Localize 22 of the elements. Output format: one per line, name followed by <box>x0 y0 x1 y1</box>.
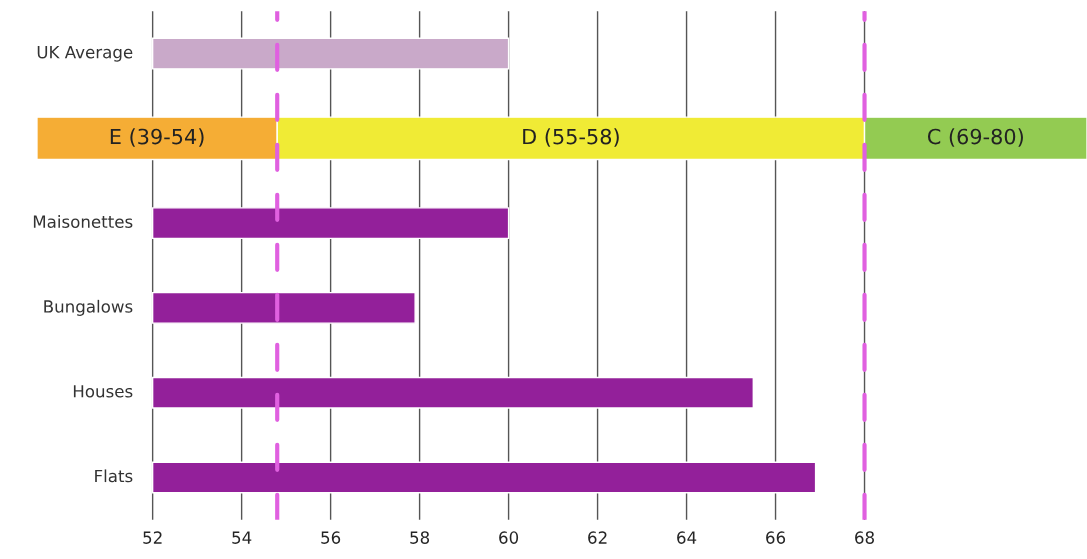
bar <box>151 376 754 409</box>
x-tick-label: 64 <box>677 531 697 544</box>
y-tick-label: Bungalows <box>44 299 133 316</box>
x-tick-label: 54 <box>232 531 252 544</box>
x-tick-label: 60 <box>499 531 519 544</box>
series-label: D (55-58) <box>523 128 619 147</box>
series-label: E (39-54) <box>110 128 204 147</box>
x-tick-label: 56 <box>321 531 341 544</box>
y-tick-label: UK Average <box>37 46 133 62</box>
x-tick-label: 68 <box>855 531 874 544</box>
y-tick-label: Maisonettes <box>33 215 133 228</box>
bar <box>151 207 510 240</box>
x-tick-label: 66 <box>766 531 786 544</box>
bar <box>151 291 416 324</box>
x-tick-label: 62 <box>588 531 607 544</box>
y-tick-label: Flats <box>95 469 133 483</box>
bar <box>151 461 817 494</box>
y-tick-label: Houses <box>73 385 133 398</box>
bar <box>151 37 510 70</box>
series-label: C (69-80) <box>927 128 1023 147</box>
x-tick-label: 52 <box>143 531 162 544</box>
x-tick-label: 58 <box>410 531 430 544</box>
